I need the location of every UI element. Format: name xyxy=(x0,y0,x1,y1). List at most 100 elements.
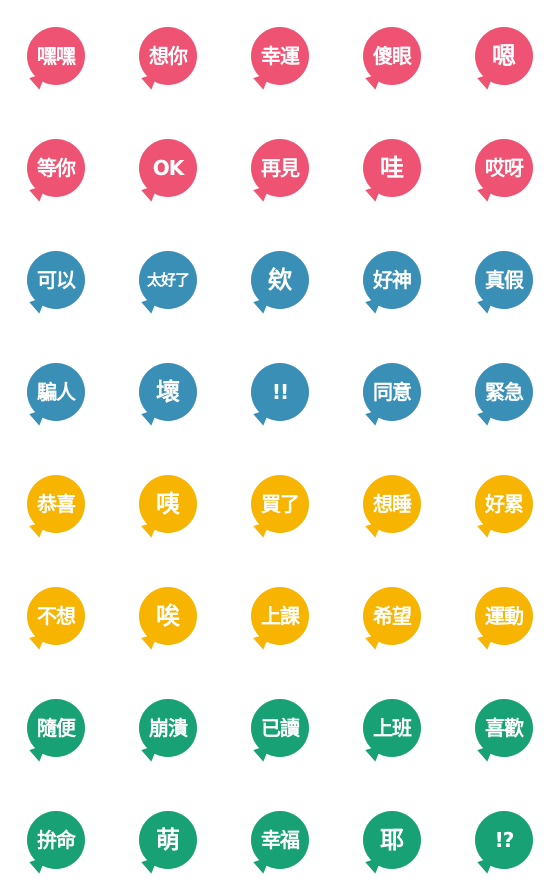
speech-bubble-sticker[interactable]: 嘿嘿 xyxy=(27,27,85,92)
sticker-label: 耶 xyxy=(380,826,404,854)
sticker-cell: 萌 xyxy=(112,784,224,896)
speech-bubble-sticker[interactable]: 運動 xyxy=(475,587,533,652)
speech-bubble-sticker[interactable]: 欸 xyxy=(251,251,309,316)
speech-bubble-sticker[interactable]: 買了 xyxy=(251,475,309,540)
speech-bubble-sticker[interactable]: 太好了 xyxy=(139,251,197,316)
speech-bubble-sticker[interactable]: 想睡 xyxy=(363,475,421,540)
sticker-label: 好累 xyxy=(485,492,524,516)
sticker-cell: 好累 xyxy=(448,448,560,560)
sticker-cell: 運動 xyxy=(448,560,560,672)
speech-bubble-sticker[interactable]: 哇 xyxy=(363,139,421,204)
speech-bubble-sticker[interactable]: 恭喜 xyxy=(27,475,85,540)
sticker-cell: 咦 xyxy=(112,448,224,560)
bubble-tail xyxy=(365,184,387,204)
sticker-cell: 幸運 xyxy=(224,0,336,112)
speech-bubble-sticker[interactable]: 拚命 xyxy=(27,811,85,876)
bubble-tail xyxy=(477,632,499,652)
sticker-label: 嘿嘿 xyxy=(37,44,76,68)
speech-bubble-sticker[interactable]: 崩潰 xyxy=(139,699,197,764)
bubble-tail xyxy=(477,856,499,876)
speech-bubble-sticker[interactable]: 耶 xyxy=(363,811,421,876)
bubble-tail xyxy=(141,184,163,204)
bubble-tail xyxy=(253,296,275,316)
sticker-label: 幸福 xyxy=(261,828,300,852)
bubble-tail xyxy=(477,744,499,764)
bubble-tail xyxy=(253,408,275,428)
sticker-label: 緊急 xyxy=(485,380,524,404)
bubble-tail xyxy=(29,856,51,876)
bubble-tail xyxy=(29,520,51,540)
sticker-cell: 想你 xyxy=(112,0,224,112)
sticker-label: 萌 xyxy=(156,826,180,854)
sticker-label: 不想 xyxy=(37,604,76,628)
sticker-cell: 上課 xyxy=(224,560,336,672)
speech-bubble-sticker[interactable]: 騙人 xyxy=(27,363,85,428)
speech-bubble-sticker[interactable]: 上班 xyxy=(363,699,421,764)
speech-bubble-sticker[interactable]: !? xyxy=(475,811,533,876)
sticker-cell: !! xyxy=(224,336,336,448)
sticker-cell: 隨便 xyxy=(0,672,112,784)
sticker-label: 嗯 xyxy=(492,42,516,70)
sticker-label: 恭喜 xyxy=(37,492,76,516)
bubble-tail xyxy=(365,632,387,652)
speech-bubble-sticker[interactable]: 再見 xyxy=(251,139,309,204)
sticker-label: 咦 xyxy=(156,490,180,518)
sticker-label: !? xyxy=(494,828,515,852)
speech-bubble-sticker[interactable]: 真假 xyxy=(475,251,533,316)
speech-bubble-sticker[interactable]: 好神 xyxy=(363,251,421,316)
sticker-cell: 希望 xyxy=(336,560,448,672)
speech-bubble-sticker[interactable]: 幸福 xyxy=(251,811,309,876)
bubble-tail xyxy=(29,632,51,652)
speech-bubble-sticker[interactable]: 希望 xyxy=(363,587,421,652)
bubble-tail xyxy=(253,856,275,876)
sticker-cell: 哎呀 xyxy=(448,112,560,224)
sticker-cell: 恭喜 xyxy=(0,448,112,560)
sticker-cell: 壞 xyxy=(112,336,224,448)
speech-bubble-sticker[interactable]: OK xyxy=(139,139,197,204)
sticker-label: 想睡 xyxy=(373,492,412,516)
speech-bubble-sticker[interactable]: 不想 xyxy=(27,587,85,652)
speech-bubble-sticker[interactable]: !! xyxy=(251,363,309,428)
bubble-tail xyxy=(141,856,163,876)
speech-bubble-sticker[interactable]: 上課 xyxy=(251,587,309,652)
sticker-cell: 想睡 xyxy=(336,448,448,560)
sticker-cell: 嗯 xyxy=(448,0,560,112)
bubble-tail xyxy=(477,296,499,316)
sticker-label: 傻眼 xyxy=(373,44,412,68)
bubble-tail xyxy=(141,744,163,764)
sticker-cell: 哇 xyxy=(336,112,448,224)
bubble-tail xyxy=(141,296,163,316)
speech-bubble-sticker[interactable]: 想你 xyxy=(139,27,197,92)
speech-bubble-sticker[interactable]: 萌 xyxy=(139,811,197,876)
speech-bubble-sticker[interactable]: 喜歡 xyxy=(475,699,533,764)
sticker-cell: 上班 xyxy=(336,672,448,784)
speech-bubble-sticker[interactable]: 好累 xyxy=(475,475,533,540)
bubble-tail xyxy=(365,296,387,316)
speech-bubble-sticker[interactable]: 哎呀 xyxy=(475,139,533,204)
speech-bubble-sticker[interactable]: 緊急 xyxy=(475,363,533,428)
speech-bubble-sticker[interactable]: 傻眼 xyxy=(363,27,421,92)
speech-bubble-sticker[interactable]: 可以 xyxy=(27,251,85,316)
sticker-cell: 好神 xyxy=(336,224,448,336)
bubble-tail xyxy=(253,184,275,204)
speech-bubble-sticker[interactable]: 唉 xyxy=(139,587,197,652)
speech-bubble-sticker[interactable]: 隨便 xyxy=(27,699,85,764)
sticker-cell: !? xyxy=(448,784,560,896)
speech-bubble-sticker[interactable]: 幸運 xyxy=(251,27,309,92)
speech-bubble-sticker[interactable]: 嗯 xyxy=(475,27,533,92)
speech-bubble-sticker[interactable]: 壞 xyxy=(139,363,197,428)
bubble-tail xyxy=(253,632,275,652)
bubble-tail xyxy=(141,520,163,540)
speech-bubble-sticker[interactable]: 同意 xyxy=(363,363,421,428)
sticker-label: OK xyxy=(152,156,184,180)
sticker-cell: 唉 xyxy=(112,560,224,672)
bubble-tail xyxy=(253,72,275,92)
speech-bubble-sticker[interactable]: 已讀 xyxy=(251,699,309,764)
speech-bubble-sticker[interactable]: 咦 xyxy=(139,475,197,540)
sticker-cell: 同意 xyxy=(336,336,448,448)
speech-bubble-sticker[interactable]: 等你 xyxy=(27,139,85,204)
bubble-tail xyxy=(29,72,51,92)
sticker-cell: 已讀 xyxy=(224,672,336,784)
sticker-label: 上班 xyxy=(373,716,412,740)
